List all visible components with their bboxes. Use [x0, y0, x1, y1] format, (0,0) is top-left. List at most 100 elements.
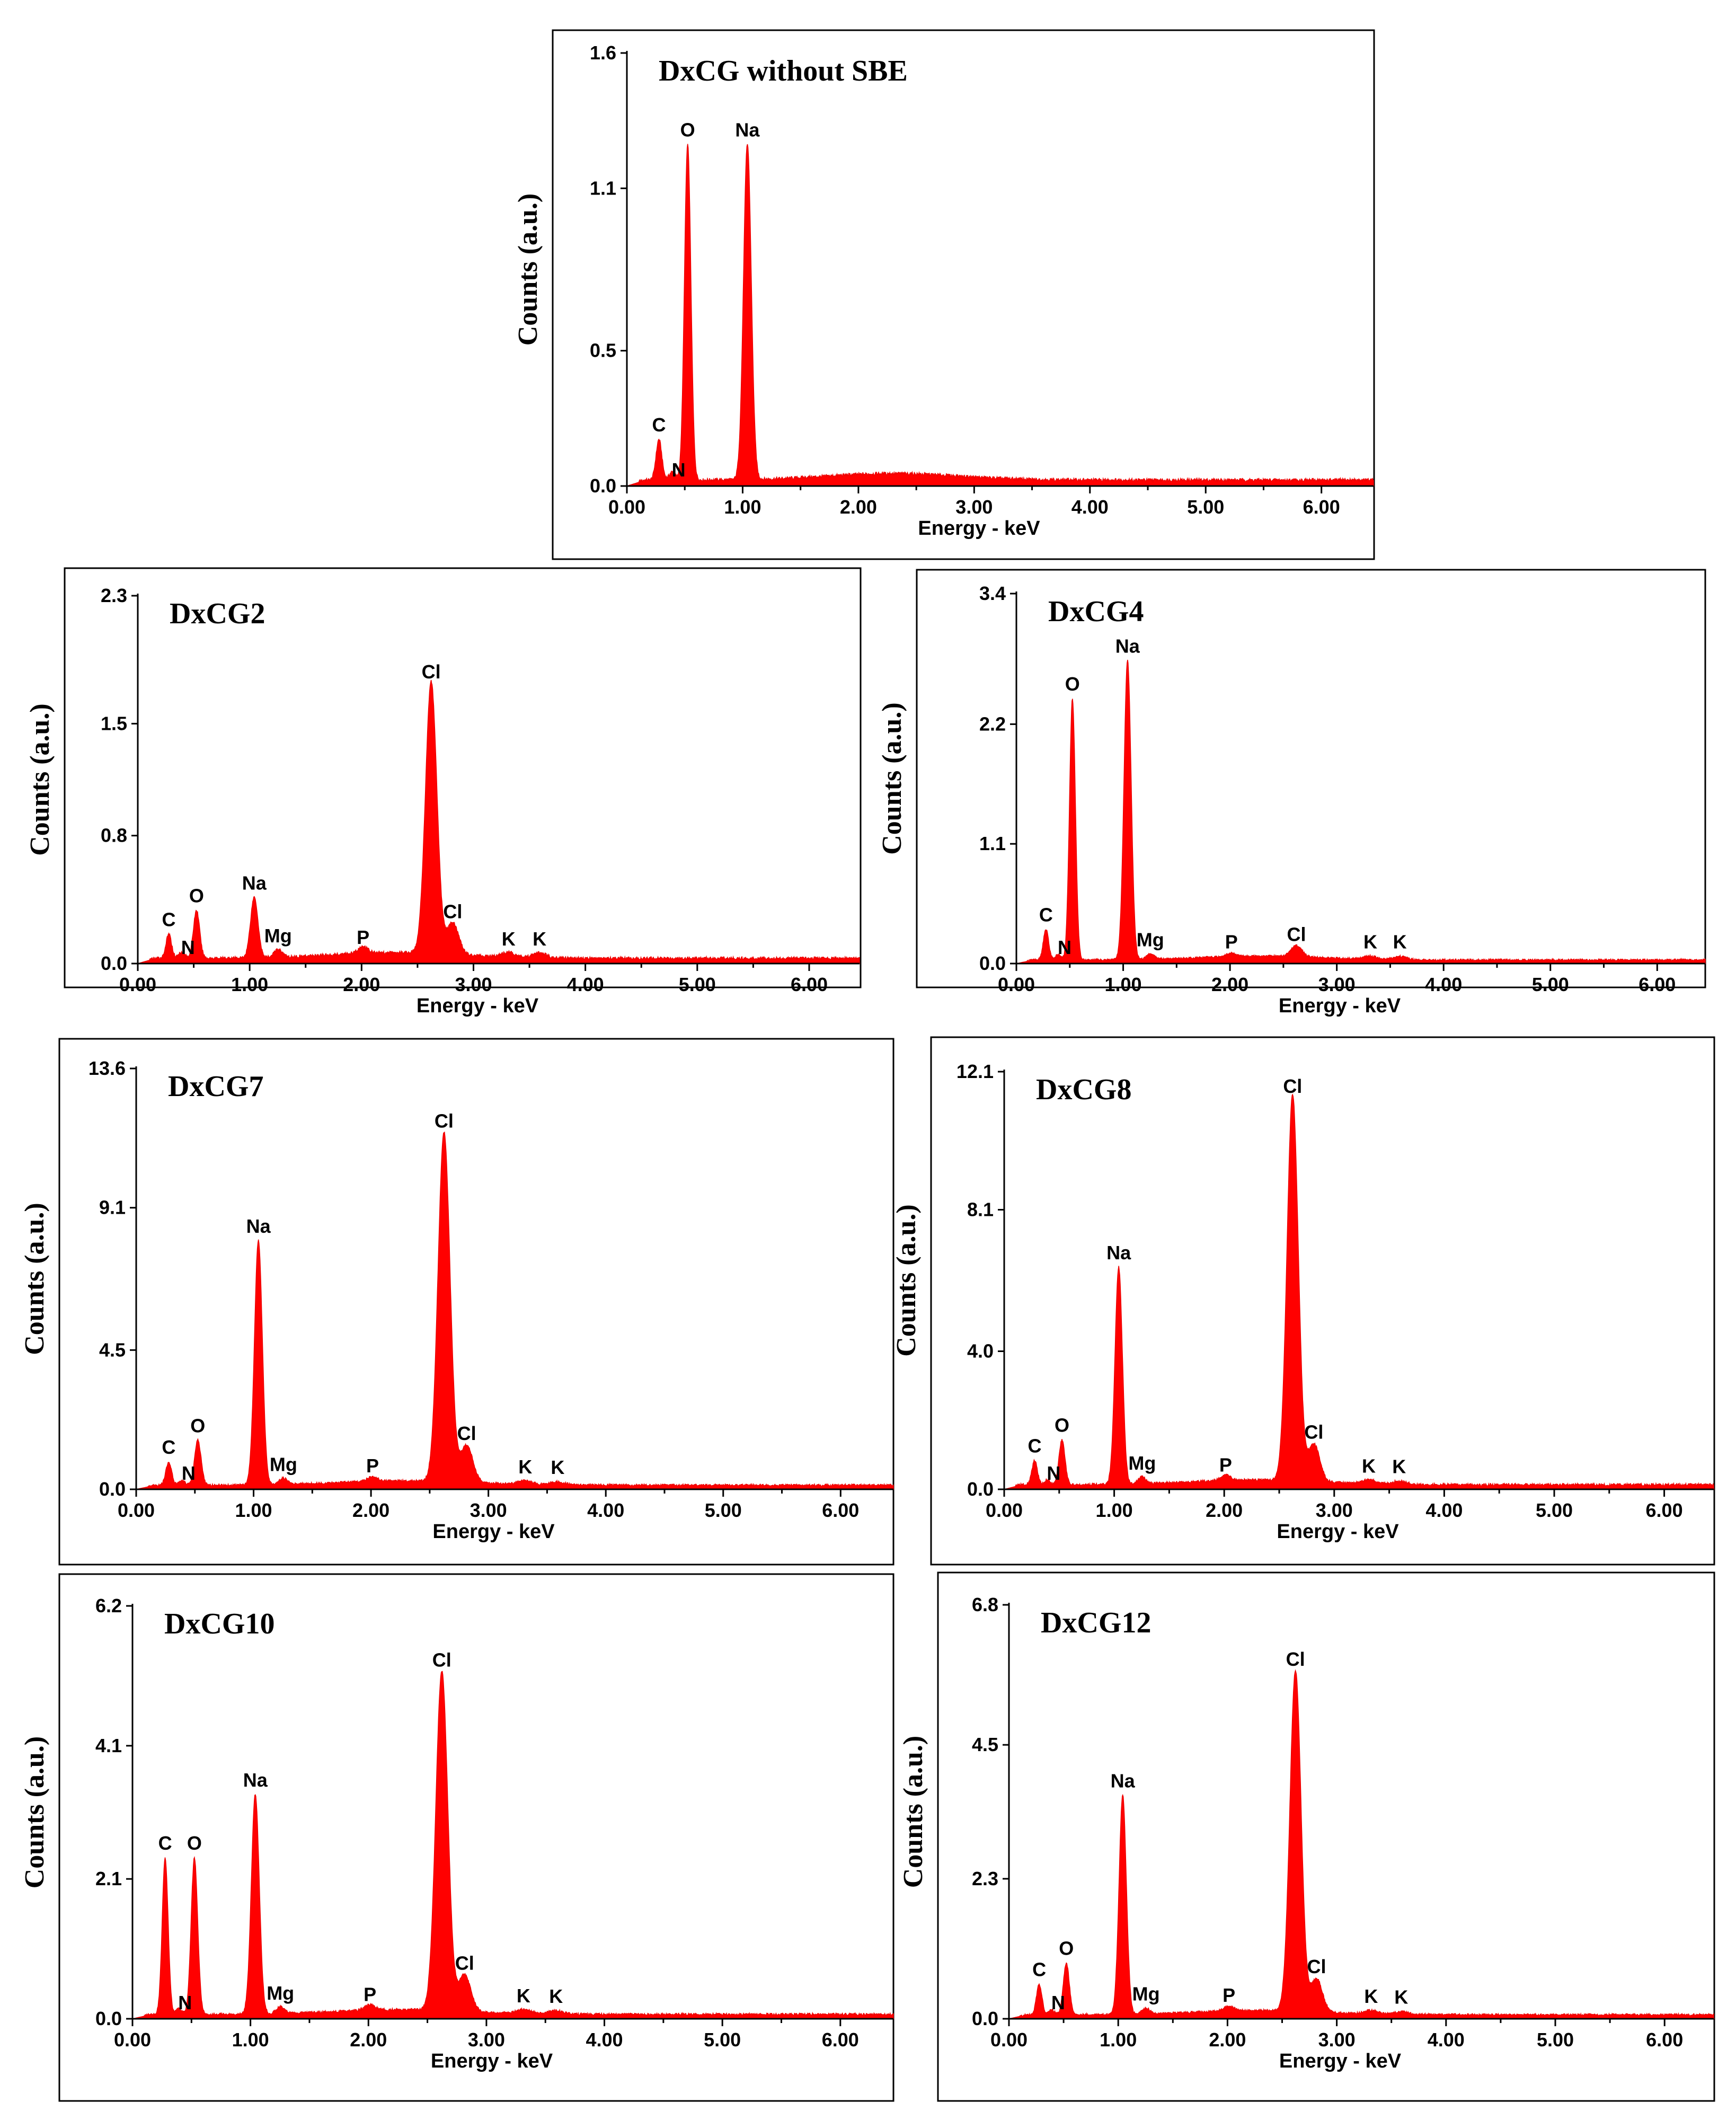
- peak-label-n: N: [181, 937, 195, 958]
- peak-label-mg: Mg: [264, 925, 292, 947]
- peak-label-o: O: [1055, 1415, 1069, 1436]
- peak-label-k: K: [517, 1985, 530, 2007]
- x-tick-label: 4.00: [567, 974, 604, 995]
- x-tick-label: 2.00: [1211, 974, 1248, 995]
- y-tick-label: 2.3: [101, 585, 127, 606]
- eds-panel-2: 0.00 1.00 2.00 3.00 4.00 5.00 6.00 0.0 0.8 1.5 2.3…: [25, 567, 862, 1017]
- peak-label-c: C: [652, 414, 666, 436]
- peak-label-c: C: [158, 1832, 172, 1854]
- peak-label-na: Na: [1115, 635, 1140, 657]
- peak-label-n: N: [178, 1992, 192, 2013]
- peak-label-p: P: [364, 1983, 376, 2005]
- peak-label-o: O: [1059, 1937, 1074, 1959]
- y-axis-label: Counts (a.u.): [20, 1203, 50, 1355]
- spectrum-area: [1004, 1093, 1714, 1490]
- y-tick-label: 1.1: [590, 177, 616, 199]
- peak-label-c: C: [1032, 1959, 1046, 1981]
- y-tick-label: 0.8: [101, 825, 127, 846]
- y-axis-label: Counts (a.u.): [20, 1736, 50, 1889]
- y-tick-label: 2.3: [972, 1868, 998, 1889]
- panel-title: DxCG8: [1036, 1073, 1131, 1106]
- spectrum-area: [1016, 659, 1706, 964]
- panel-title: DxCG12: [1041, 1606, 1151, 1639]
- y-tick-label: 6.2: [95, 1595, 122, 1617]
- spectrum-area: [136, 1131, 894, 1490]
- y-tick-label: 0.0: [967, 1478, 994, 1500]
- eds-panel-5: 0.00 1.00 2.00 3.00 4.00 5.00 6.00 0.0 4.0 8.1 12.…: [891, 1036, 1715, 1566]
- peak-label-n: N: [1051, 1992, 1065, 2013]
- x-tick-label: 0.00: [990, 2029, 1028, 2051]
- peak-label-n: N: [672, 459, 686, 481]
- peak-label-p: P: [1223, 1984, 1235, 2006]
- peak-label-mg: Mg: [1132, 1983, 1160, 2005]
- eds-panel-7: 0.00 1.00 2.00 3.00 4.00 5.00 6.00 0.0 2.3 4.5 6.8…: [898, 1571, 1715, 2102]
- x-tick-label: 0.00: [118, 1499, 155, 1521]
- y-tick-label: 6.8: [972, 1594, 998, 1615]
- y-tick-label: 0.0: [99, 1478, 126, 1500]
- x-tick-label: 3.00: [1318, 974, 1356, 995]
- peak-label-o: O: [187, 1832, 202, 1854]
- peak-label-cl: Cl: [455, 1952, 474, 1974]
- peak-label-o: O: [189, 885, 204, 906]
- x-tick-label: 5.00: [705, 1499, 742, 1521]
- peak-label-k: K: [502, 928, 516, 950]
- peak-label-na: Na: [735, 119, 760, 141]
- peak-label-c: C: [1039, 904, 1053, 925]
- eds-panel-3: 0.00 1.00 2.00 3.00 4.00 5.00 6.00 0.0 1.1 2.2 3.4…: [877, 569, 1706, 1017]
- peak-label-cl: Cl: [457, 1423, 476, 1444]
- x-tick-label: 3.00: [1316, 1499, 1353, 1521]
- x-tick-label: 4.00: [1428, 2029, 1465, 2051]
- x-tick-label: 2.00: [350, 2029, 387, 2051]
- peak-label-p: P: [366, 1455, 379, 1477]
- peak-label-n: N: [1058, 937, 1071, 958]
- y-tick-label: 0.0: [101, 952, 127, 974]
- x-tick-label: 5.00: [1537, 2029, 1574, 2051]
- y-tick-label: 4.1: [95, 1735, 122, 1756]
- panel-title: DxCG2: [170, 597, 265, 630]
- y-tick-label: 8.1: [967, 1198, 994, 1220]
- y-tick-label: 0.0: [95, 2008, 122, 2029]
- y-axis-label: Counts (a.u.): [25, 703, 55, 856]
- peak-label-mg: Mg: [1137, 929, 1164, 951]
- x-axis-label: Energy - keV: [1279, 2050, 1402, 2072]
- x-tick-label: 5.00: [1187, 496, 1224, 518]
- x-tick-label: 1.00: [235, 1499, 272, 1521]
- x-tick-label: 0.00: [986, 1499, 1023, 1521]
- spectrum-area: [137, 679, 860, 964]
- x-axis-label: Energy - keV: [432, 1521, 555, 1543]
- panel-title: DxCG7: [168, 1070, 263, 1103]
- panel-title: DxCG4: [1048, 595, 1144, 628]
- peak-label-o: O: [1065, 673, 1080, 695]
- peak-label-c: C: [1028, 1435, 1042, 1457]
- peak-label-cl: Cl: [1283, 1075, 1302, 1097]
- peak-label-cl: Cl: [443, 901, 462, 923]
- peak-label-k: K: [518, 1456, 532, 1478]
- x-axis-label: Energy - keV: [1279, 995, 1401, 1017]
- x-tick-label: 6.00: [791, 974, 828, 995]
- peak-label-na: Na: [1111, 1770, 1136, 1792]
- x-tick-label: 1.00: [232, 2029, 269, 2051]
- peak-label-c: C: [162, 909, 175, 931]
- x-tick-label: 2.00: [352, 1499, 389, 1521]
- x-tick-label: 3.00: [470, 1499, 507, 1521]
- x-tick-label: 6.00: [1646, 2029, 1683, 2051]
- x-tick-label: 4.00: [586, 2029, 623, 2051]
- x-tick-label: 3.00: [455, 974, 492, 995]
- x-tick-label: 6.00: [1646, 1499, 1683, 1521]
- peak-label-k: K: [1364, 1985, 1378, 2007]
- peak-label-na: Na: [243, 1769, 268, 1791]
- x-tick-label: 2.00: [840, 496, 877, 518]
- peak-label-k: K: [1393, 931, 1407, 953]
- peak-label-k: K: [1392, 1456, 1406, 1478]
- peak-label-c: C: [162, 1436, 175, 1458]
- y-tick-label: 0.5: [590, 340, 616, 361]
- peak-label-p: P: [357, 926, 369, 948]
- x-tick-label: 5.00: [704, 2029, 741, 2051]
- x-tick-label: 2.00: [343, 974, 380, 995]
- x-axis-label: Energy - keV: [417, 995, 539, 1017]
- x-tick-label: 1.00: [1096, 1499, 1133, 1521]
- peak-label-cl: Cl: [435, 1110, 454, 1132]
- x-tick-label: 0.00: [608, 496, 645, 518]
- peak-label-o: O: [190, 1415, 205, 1436]
- y-tick-label: 0.0: [979, 952, 1006, 974]
